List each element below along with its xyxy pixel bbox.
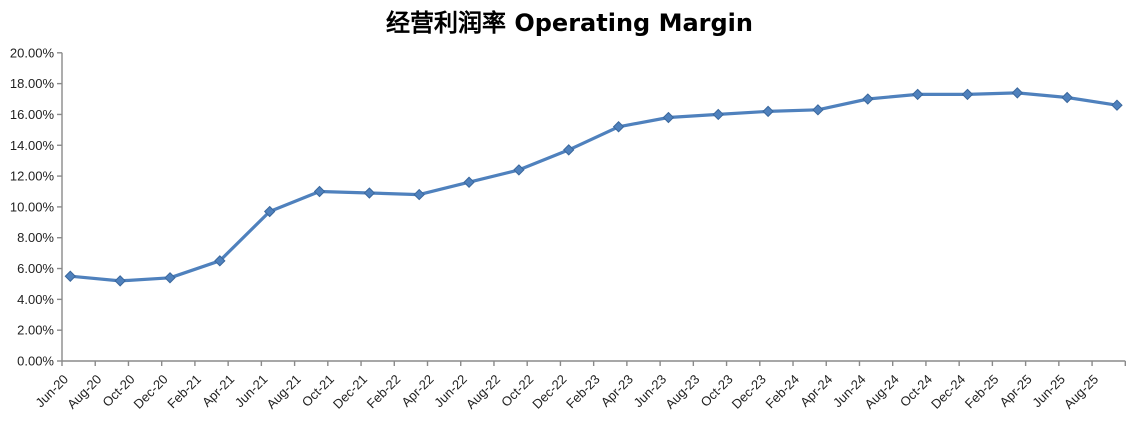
series-line — [68, 91, 1119, 283]
data-point-marker — [612, 121, 625, 133]
data-point-marker — [114, 275, 126, 287]
data-point-marker — [463, 176, 475, 188]
x-axis-tick-label: Feb-23 — [563, 372, 603, 412]
x-axis-tick-label: Feb-22 — [364, 372, 404, 412]
x-axis-tick-label: Apr-22 — [398, 372, 436, 410]
data-point-marker — [1111, 99, 1123, 111]
y-axis-tick-label: 16.00% — [10, 107, 55, 122]
data-point-marker — [164, 272, 176, 284]
y-axis-tick-label: 6.00% — [17, 261, 54, 276]
y-axis-tick-label: 14.00% — [10, 138, 55, 153]
x-axis-tick-label: Jun-20 — [32, 372, 71, 411]
x-axis-tick-label: Jun-21 — [232, 372, 271, 411]
x-axis-tick-label: Dec-20 — [131, 372, 171, 412]
data-point-marker — [961, 88, 974, 101]
data-point-marker — [762, 105, 774, 118]
y-axis-tick-label: 18.00% — [10, 76, 55, 91]
x-axis-tick-label: Dec-22 — [529, 372, 569, 412]
data-point-marker — [413, 188, 425, 201]
x-axis-tick-label: Jun-24 — [830, 372, 869, 411]
data-point-marker — [363, 187, 376, 199]
x-axis-tick-label: Oct-24 — [897, 372, 935, 410]
x-axis-tick-label: Dec-21 — [330, 372, 370, 412]
y-axis-tick-label: 0.00% — [17, 354, 54, 369]
data-point-marker — [712, 108, 724, 121]
x-axis-tick-label: Oct-23 — [697, 372, 735, 410]
x-axis-tick-label: Aug-21 — [263, 372, 303, 412]
x-axis-tick-label: Dec-23 — [729, 372, 769, 412]
data-point-marker — [662, 111, 675, 124]
y-axis-tick-label: 20.00% — [10, 45, 55, 60]
data-point-marker — [313, 185, 326, 198]
y-axis-tick-label: 2.00% — [17, 323, 54, 338]
data-point-marker — [263, 205, 276, 218]
data-point-marker — [1061, 91, 1073, 104]
data-point-marker — [214, 255, 226, 267]
x-axis-tick-label: Oct-20 — [99, 372, 137, 410]
data-point-marker — [563, 144, 575, 156]
y-axis-tick-label: 8.00% — [17, 230, 54, 245]
x-axis-tick-label: Apr-21 — [199, 372, 237, 410]
x-axis-tick-label: Apr-24 — [797, 372, 835, 410]
x-axis-tick-label: Jun-22 — [431, 372, 470, 411]
x-axis-tick-label: Jun-23 — [631, 372, 670, 411]
data-point-marker — [862, 93, 874, 105]
x-axis-tick-label: Aug-23 — [662, 372, 702, 412]
y-axis-tick-label: 10.00% — [10, 199, 55, 214]
chart-title: 经营利润率 Operating Margin — [386, 9, 753, 37]
x-axis-tick-label: Aug-24 — [862, 372, 902, 412]
data-point-marker — [64, 270, 77, 282]
x-axis-tick-label: Dec-24 — [928, 372, 968, 412]
data-point-marker — [1011, 87, 1024, 99]
x-axis-tick-label: Aug-25 — [1061, 372, 1101, 412]
y-axis-tick-label: 4.00% — [17, 292, 54, 307]
x-axis-tick-label: Feb-24 — [762, 372, 802, 412]
x-axis-tick-label: Feb-21 — [164, 372, 204, 412]
data-point-marker — [513, 164, 525, 176]
data-point-marker — [911, 88, 924, 101]
x-axis-tick-label: Apr-25 — [997, 372, 1035, 410]
x-axis-tick-label: Jun-25 — [1029, 372, 1068, 411]
x-axis-tick-label: Aug-22 — [463, 372, 503, 412]
y-axis-tick-label: 12.00% — [10, 169, 55, 184]
x-axis-tick-label: Oct-21 — [299, 372, 337, 410]
x-axis-tick-label: Aug-20 — [64, 372, 104, 412]
x-axis-tick-label: Oct-22 — [498, 372, 536, 410]
data-point-marker — [812, 104, 824, 116]
x-axis-tick-label: Apr-23 — [598, 372, 636, 410]
x-axis-tick-label: Feb-25 — [962, 372, 1002, 412]
